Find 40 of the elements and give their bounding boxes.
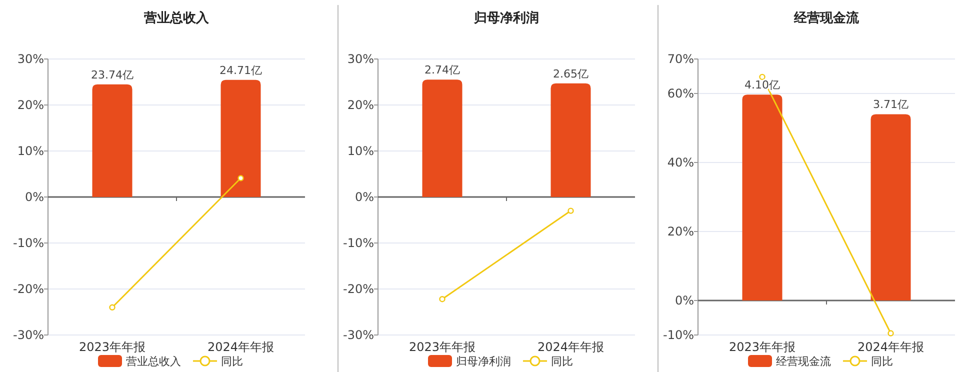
y-tick-label: 60% <box>667 86 694 100</box>
y-tick-label: 40% <box>667 156 694 170</box>
x-tick-label: 2024年年报 <box>207 340 274 354</box>
x-tick-label: 2023年年报 <box>728 340 796 354</box>
y-tick-label: 30% <box>17 52 44 66</box>
data-label: 2.65亿 <box>553 67 588 80</box>
y-tick-label: 0% <box>354 190 374 204</box>
y-tick-label: -10% <box>342 236 374 250</box>
y-tick-label: 20% <box>347 98 374 112</box>
legend-label: 同比 <box>871 355 893 368</box>
y-tick-label: -20% <box>12 282 44 296</box>
x-tick-label: 2023年年报 <box>78 340 146 354</box>
y-tick-label: -10% <box>12 236 44 250</box>
y-tick-label: 20% <box>17 98 44 112</box>
x-tick-label: 2024年年报 <box>857 340 924 354</box>
y-tick-label: 30% <box>347 52 374 66</box>
chart-title: 归母净利润 <box>473 10 539 26</box>
y-tick-label: 0% <box>24 190 44 204</box>
y-tick-label: 70% <box>667 52 694 66</box>
y-tick-label: 10% <box>17 144 44 158</box>
y-tick-label: -10% <box>662 328 694 342</box>
y-tick-label: 0% <box>674 294 694 308</box>
legend-label: 经营现金流 <box>776 355 831 368</box>
data-label: 2.74亿 <box>424 64 460 77</box>
data-label: 24.71亿 <box>220 64 262 77</box>
chart-title: 经营现金流 <box>793 10 860 26</box>
legend-label: 同比 <box>551 355 573 368</box>
y-tick-label: 20% <box>667 224 694 238</box>
y-tick-label: -20% <box>342 282 374 296</box>
y-tick-label: 10% <box>347 144 374 158</box>
data-label: 23.74亿 <box>91 68 134 82</box>
y-tick-label: -30% <box>12 328 44 342</box>
legend-label: 同比 <box>221 355 243 368</box>
y-tick-label: -30% <box>342 328 374 342</box>
x-tick-label: 2024年年报 <box>537 340 604 354</box>
x-tick-label: 2023年年报 <box>408 340 476 354</box>
data-label: 3.71亿 <box>873 98 908 112</box>
chart-title: 营业总收入 <box>143 10 210 26</box>
legend-label: 归母净利润 <box>456 355 511 368</box>
legend-label: 营业总收入 <box>126 355 181 368</box>
